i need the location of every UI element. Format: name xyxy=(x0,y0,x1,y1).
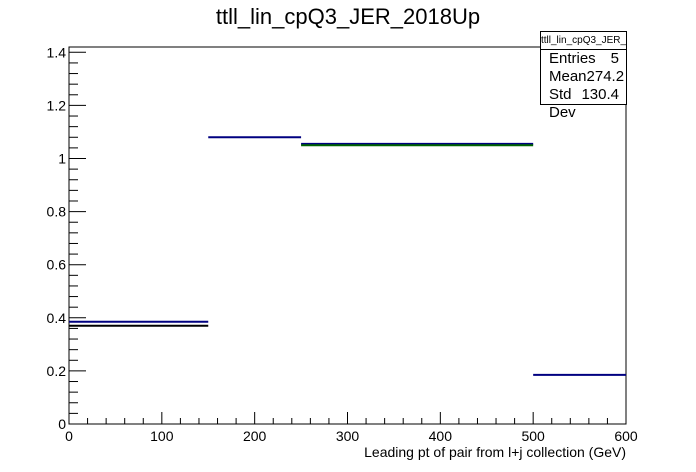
y-tick-label: 0.8 xyxy=(47,204,67,220)
axis-ticks: 0 100 200 300 400 500 600 0 0.2 0.4 0.6 0.8 1 1.2 1.4 xyxy=(47,44,638,444)
x-tick-label: 600 xyxy=(614,428,638,444)
stats-box-title: ttll_lin_cpQ3_JER_2018Up xyxy=(541,32,626,50)
stats-row-entries: Entries 5 xyxy=(541,50,626,68)
stats-row-mean: Mean 274.2 xyxy=(541,68,626,86)
x-tick-label: 200 xyxy=(243,428,267,444)
x-tick-label: 0 xyxy=(65,428,73,444)
histogram-bins xyxy=(69,136,626,376)
y-tick-label: 1.2 xyxy=(47,97,67,113)
x-axis-label: Leading pt of pair from l+j collection (… xyxy=(364,444,626,460)
stats-row-stddev: Std Dev 130.4 xyxy=(541,86,626,121)
y-tick-label: 0 xyxy=(58,416,66,432)
x-tick-label: 500 xyxy=(521,428,545,444)
y-tick-label: 0.4 xyxy=(47,310,67,326)
y-tick-label: 0.6 xyxy=(47,257,67,273)
x-tick-label: 300 xyxy=(336,428,360,444)
stats-label: Std Dev xyxy=(549,86,576,121)
stats-value: 274.2 xyxy=(586,68,625,85)
y-tick-label: 1.4 xyxy=(47,44,67,60)
x-tick-label: 400 xyxy=(429,428,453,444)
y-tick-label: 1 xyxy=(58,151,66,167)
stats-value: 130.4 xyxy=(581,86,619,103)
stats-box: ttll_lin_cpQ3_JER_2018Up Entries 5 Mean … xyxy=(540,31,627,121)
chart-title: ttll_lin_cpQ3_JER_2018Up xyxy=(215,4,481,29)
x-tick-label: 100 xyxy=(150,428,174,444)
stats-label: Entries xyxy=(549,50,596,67)
stats-label: Mean xyxy=(549,68,587,85)
y-tick-label: 0.2 xyxy=(47,363,67,379)
stats-value: 5 xyxy=(610,50,619,67)
